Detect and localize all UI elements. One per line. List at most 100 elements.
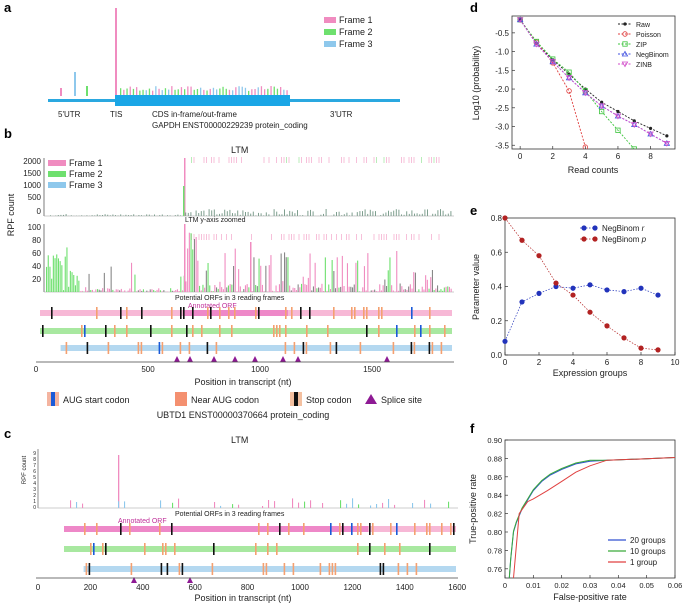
c-xtick-0: 0: [36, 583, 41, 592]
label-5utr: 5'UTR: [58, 110, 81, 119]
a-read-bar: [248, 90, 250, 95]
b-zoom-bar: [156, 289, 158, 292]
b-zoom-bar: [166, 291, 168, 292]
b-zoom-bar: [88, 273, 90, 292]
b-zoom-bar: [408, 286, 410, 292]
d-point-negbinom: [621, 50, 629, 57]
b-top-bar: [174, 215, 176, 216]
c-read-bar: [394, 504, 396, 508]
d-point-zinb: [549, 59, 557, 66]
b-zoom-bar: [278, 284, 280, 292]
b-near-aug-codon: [333, 307, 335, 319]
b-zoom-bar: [141, 290, 143, 292]
b-zoom-bar: [210, 290, 212, 292]
b-near-aug-codon: [219, 307, 221, 319]
b-top-bar: [260, 213, 262, 216]
d-line-zip: [519, 19, 635, 149]
c-near-aug-codon: [276, 543, 278, 555]
b-legend-swatch-frame3: [48, 182, 66, 188]
b-zoom-bar: [63, 290, 65, 292]
b-top-bar: [312, 211, 314, 216]
b-zoom-bar: [59, 261, 61, 292]
b-zoom-bar: [224, 253, 226, 292]
b-frame-tick: [193, 234, 195, 240]
d-ylabel: Log10 (probability): [471, 46, 481, 121]
d-point-raw: [648, 126, 653, 130]
c-near-aug-codon: [450, 523, 452, 535]
c-ytick-1: 1: [33, 499, 36, 505]
b-frame-tick: [191, 157, 192, 163]
b-zoom-bar: [158, 288, 160, 292]
b-top-bar: [211, 210, 213, 216]
a-read-bar: [222, 86, 224, 95]
b-top-bar: [273, 209, 275, 216]
b-splice-site: [252, 356, 258, 362]
b-frame-tick: [216, 234, 217, 240]
f-xtick-0.02: 0.02: [554, 581, 569, 590]
b-top-bar: [239, 214, 241, 216]
d-point-zip: [631, 146, 637, 149]
c-xticks: 0 200 400 600 800 1000 1200 1400 1600: [36, 583, 467, 592]
b-zoom-bar: [399, 283, 401, 292]
d-point-zinb: [630, 122, 638, 129]
b-zoom-bar: [421, 286, 423, 292]
b-frame-tick: [323, 234, 325, 240]
b-near-aug-codon: [284, 342, 287, 354]
b-stop-codon: [210, 307, 212, 319]
b-zoom-bar: [256, 286, 258, 292]
b-near-aug-codon: [279, 325, 281, 337]
b-ytick-1000: 1000: [23, 181, 41, 190]
b-top-bar: [234, 213, 236, 216]
b-legend-frame1: Frame 1: [69, 158, 103, 168]
d-ytick--2.0: -2.0: [495, 85, 509, 94]
b-top-bar: [375, 211, 376, 216]
b-xlabel: Position in transcript (nt): [194, 377, 291, 387]
b-zoom-bar: [97, 289, 99, 292]
e-ytick-0.4: 0.4: [491, 283, 503, 292]
a-read-bar: [225, 88, 227, 95]
b-zoom-bar: [352, 287, 354, 292]
d-frame: [511, 15, 676, 150]
b-zoom-bar: [326, 290, 328, 292]
b-zoom-bar: [175, 290, 177, 292]
d-ytick--1.0: -1.0: [495, 48, 509, 57]
e-point-p: [621, 335, 627, 341]
b-zoom-bar: [438, 290, 440, 292]
f-ytick-0.80: 0.80: [487, 528, 502, 537]
a-read-bar: [161, 90, 163, 95]
b-frame-tick: [421, 157, 422, 163]
d-ytick--3.0: -3.0: [495, 123, 509, 132]
b-zoom-bar: [227, 285, 229, 292]
b-frame-tick: [348, 234, 350, 240]
b-zoom-bar: [301, 283, 303, 292]
b-zoom-bar: [348, 286, 350, 292]
a-read-bar: [132, 88, 135, 95]
b-zoom-bar: [425, 275, 427, 292]
b-zoom-bar: [329, 289, 331, 292]
b-near-aug-codon: [179, 342, 182, 354]
b-top-bar: [419, 214, 421, 216]
c-near-aug-codon: [415, 563, 418, 575]
b-top-bar: [442, 210, 444, 216]
b-top-bar: [86, 215, 88, 216]
d-ytick--3.5: -3.5: [495, 141, 509, 150]
b-zoom-bar: [316, 288, 318, 292]
b-zoom-bar: [207, 263, 209, 292]
e-point-r: [587, 282, 593, 288]
key-splice-marker: [365, 394, 377, 404]
b-frame-tick: [298, 157, 300, 163]
b-top-bar: [372, 211, 374, 216]
b-zoom-bar: [401, 286, 403, 292]
a-read-bar: [203, 89, 205, 95]
b-top-bar: [109, 215, 111, 216]
c-xtick-800: 800: [241, 583, 255, 592]
c-stop-codon: [379, 563, 382, 575]
d-point-zinb: [598, 103, 605, 110]
b-zoom-bar: [47, 255, 49, 292]
e-xtick-6: 6: [605, 358, 610, 367]
b-top-bar: [403, 214, 405, 216]
b-frame-tick: [288, 234, 290, 240]
panel-a-legend: Frame 1 Frame 2 Frame 3: [324, 15, 373, 49]
b-stop-codon: [258, 307, 260, 319]
b-zoom-bar: [258, 258, 260, 292]
